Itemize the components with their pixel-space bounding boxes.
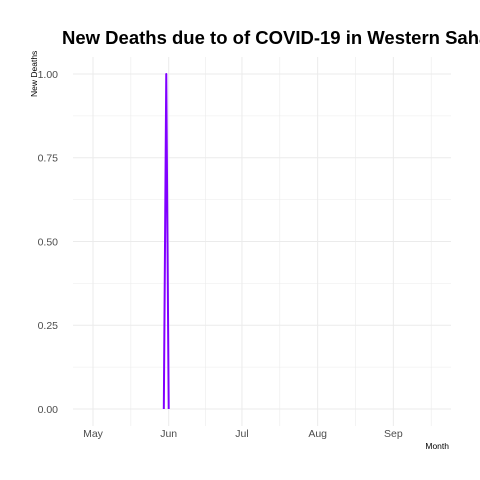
y-axis-ticks: 0.00 0.25 0.50 0.75 1.00 [38, 69, 59, 416]
x-tick-label: Jun [160, 428, 177, 440]
y-axis-label: New Deaths [29, 51, 39, 97]
x-tick-label: Sep [384, 428, 403, 440]
x-tick-label: May [83, 428, 104, 440]
y-tick-label: 0.50 [38, 236, 59, 248]
chart-title: New Deaths due to of COVID-19 in Western… [62, 27, 480, 48]
y-tick-label: 1.00 [38, 69, 59, 81]
x-axis-label: Month [425, 441, 449, 451]
x-tick-label: Jul [235, 428, 248, 440]
grid [73, 57, 451, 426]
y-tick-label: 0.25 [38, 320, 59, 332]
x-axis-ticks: May Jun Jul Aug Sep [83, 428, 403, 440]
series-line [162, 73, 170, 410]
x-tick-label: Aug [308, 428, 327, 440]
y-tick-label: 0.75 [38, 153, 59, 165]
series-layer [162, 73, 170, 410]
y-tick-label: 0.00 [38, 404, 59, 416]
